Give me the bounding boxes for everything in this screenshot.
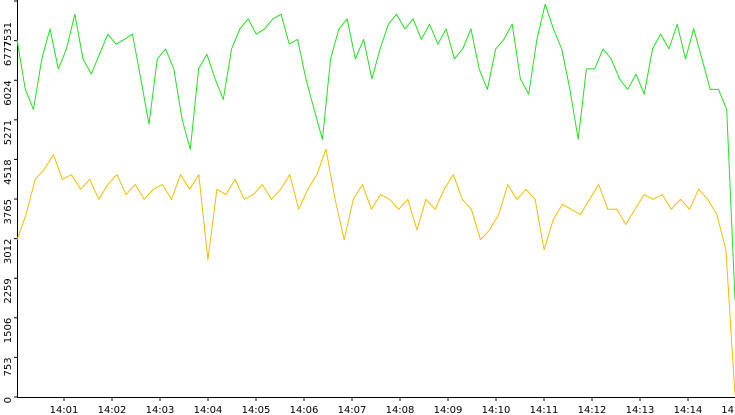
y-tick-label: 3012 — [3, 239, 14, 264]
y-tick-label: 3765 — [3, 199, 14, 224]
y-tick-label: 6777 — [3, 41, 14, 66]
y-tick-label: 5271 — [3, 120, 14, 145]
x-tick-label: 14:10 — [482, 405, 511, 415]
y-tick-label: 2259 — [3, 278, 14, 303]
x-tick-label: 14:02 — [98, 405, 127, 415]
x-tick-label: 14:05 — [242, 405, 271, 415]
y-tick-label: 753 — [3, 357, 14, 376]
x-tick-label: 14:04 — [194, 405, 223, 415]
x-tick-label: 14:14 — [674, 405, 703, 415]
x-tick-label: 14:01 — [50, 405, 79, 415]
x-tick-label: 14:11 — [530, 405, 559, 415]
x-tick-label: 14 — [721, 405, 734, 415]
y-tick-label: 0 — [3, 397, 14, 403]
x-tick-label: 14:09 — [434, 405, 463, 415]
y-tick-label: 1506 — [3, 318, 14, 343]
x-tick-label: 14:13 — [626, 405, 655, 415]
x-tick-label: 14:06 — [290, 405, 319, 415]
x-tick-label: 14:12 — [578, 405, 607, 415]
x-tick-label: 14:03 — [146, 405, 175, 415]
series-line — [16, 3, 735, 300]
y-tick-label: 4518 — [3, 159, 14, 184]
series-line — [16, 148, 735, 395]
y-tick-label: 6024 — [3, 80, 14, 105]
x-tick-label: 14:08 — [386, 405, 415, 415]
y-tick-label: 7531 — [3, 22, 14, 47]
x-tick-label: 14:07 — [338, 405, 367, 415]
